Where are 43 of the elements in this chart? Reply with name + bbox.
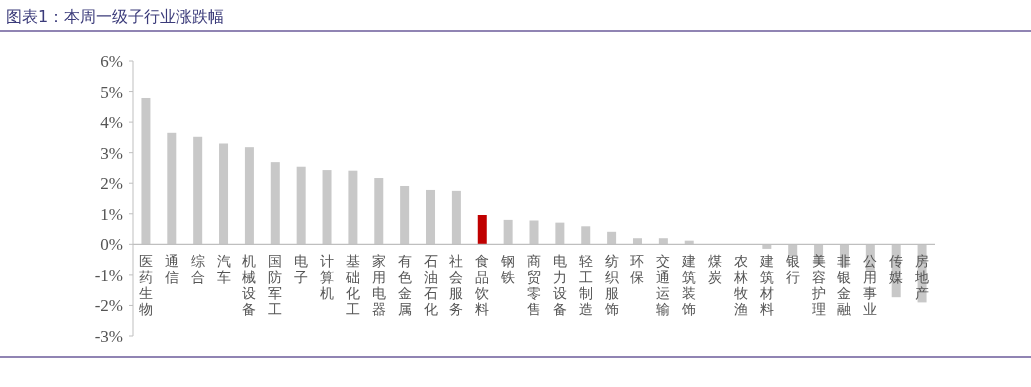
x-tick-label: 钢铁 bbox=[500, 253, 516, 286]
x-tick-label: 有色金属 bbox=[397, 253, 412, 318]
x-tick-label: 家用电器 bbox=[371, 253, 386, 318]
x-tick-label: 轻工制造 bbox=[578, 253, 593, 318]
y-tick-label: 1% bbox=[100, 204, 123, 224]
x-tick-label: 传媒 bbox=[889, 253, 904, 286]
x-tick-label: 国防军工 bbox=[268, 253, 283, 318]
y-tick-label: 6% bbox=[100, 52, 123, 71]
x-tick-label: 非银金融 bbox=[836, 253, 852, 318]
x-tick-label: 环保 bbox=[630, 253, 645, 286]
x-tick-label: 农林牧渔 bbox=[732, 253, 748, 318]
x-tick-label: 建筑材料 bbox=[758, 253, 774, 318]
x-tick-label: 交通运输 bbox=[656, 253, 671, 318]
x-tick-label: 美容护理 bbox=[810, 253, 826, 318]
bar bbox=[477, 215, 487, 245]
chart-title: 图表1：本周一级子行业涨跌幅 bbox=[6, 7, 225, 26]
x-tick-label: 汽车 bbox=[216, 253, 231, 286]
x-tick-label: 房地产 bbox=[914, 253, 930, 302]
x-tick-label: 基础化工 bbox=[344, 253, 360, 318]
y-tick-label: -3% bbox=[94, 327, 123, 346]
x-tick-label: 电子 bbox=[294, 253, 309, 286]
y-tick-label: 4% bbox=[100, 113, 123, 133]
y-tick-label: 3% bbox=[100, 143, 123, 163]
x-tick-label: 通信 bbox=[164, 253, 179, 286]
x-tick-label: 医药生物 bbox=[138, 253, 153, 318]
x-tick-label: 社会服务 bbox=[449, 253, 464, 318]
y-tick-label: 0% bbox=[100, 235, 123, 255]
y-tick-label: 2% bbox=[100, 174, 123, 194]
x-tick-label: 综合 bbox=[190, 253, 205, 286]
x-tick-label: 石油石化 bbox=[423, 253, 438, 318]
x-tick-label: 食品饮料 bbox=[474, 253, 490, 318]
x-tick-label: 建筑装饰 bbox=[681, 253, 697, 318]
x-tick-label: 计算机 bbox=[320, 253, 335, 302]
y-tick-label: 5% bbox=[100, 82, 123, 102]
x-tick-label: 公用事业 bbox=[863, 253, 878, 318]
x-tick-label: 纺织服饰 bbox=[603, 253, 619, 318]
y-tick-label: -1% bbox=[94, 265, 123, 285]
x-tick-label: 银行 bbox=[784, 253, 800, 286]
x-tick-label: 电力设备 bbox=[552, 253, 567, 318]
x-tick-label: 机械设备 bbox=[242, 253, 257, 318]
y-tick-label: -2% bbox=[94, 296, 123, 316]
x-tick-label: 商贸零售 bbox=[527, 253, 541, 318]
x-tick-label: 煤炭 bbox=[708, 253, 723, 286]
